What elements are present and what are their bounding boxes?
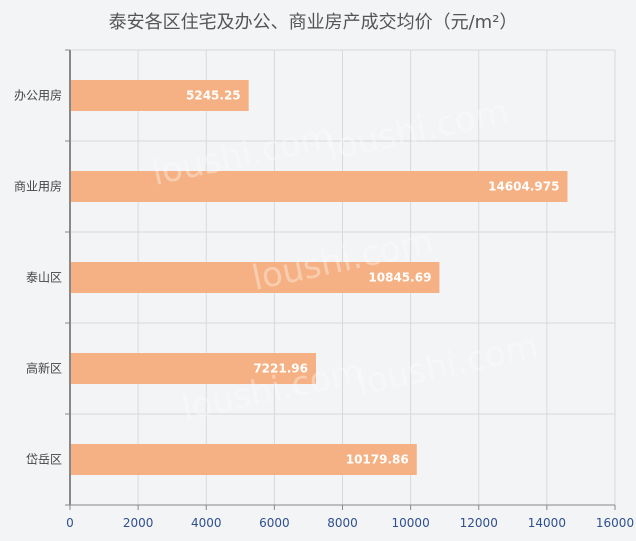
x-tick-label: 10000	[392, 516, 430, 530]
category-label: 办公用房	[14, 88, 62, 103]
x-tick-label: 2000	[123, 516, 154, 530]
x-tick-label: 4000	[191, 516, 222, 530]
x-tick-label: 6000	[259, 516, 290, 530]
x-tick-label: 0	[66, 516, 74, 530]
bar-value-label: 10179.86	[346, 453, 409, 467]
bar	[70, 171, 568, 202]
bar-value-label: 10845.69	[368, 271, 431, 285]
watermark-text-2: loushi.com	[324, 91, 512, 168]
bars	[70, 80, 568, 475]
bar	[70, 444, 417, 475]
bar-value-label: 5245.25	[186, 89, 241, 103]
bar	[70, 353, 316, 384]
x-tick-label: 12000	[460, 516, 498, 530]
category-label: 泰山区	[26, 271, 62, 285]
bar-value-label: 7221.96	[253, 362, 308, 376]
watermark-text-5: loushi.com	[354, 326, 542, 403]
bar-value-label: 14604.975	[488, 180, 559, 194]
x-tick-label: 8000	[327, 516, 358, 530]
x-tick-label: 16000	[596, 516, 634, 530]
chart-title: 泰安各区住宅及办公、商业房产成交均价（元/m²）	[109, 12, 518, 33]
data-labels: 5245.25 14604.975 10845.69 7221.96 10179.86	[186, 89, 559, 467]
category-label: 岱岳区	[26, 453, 62, 467]
x-tick-label: 14000	[528, 516, 566, 530]
category-label: 高新区	[26, 361, 62, 376]
bar	[70, 262, 440, 293]
bar	[70, 80, 249, 111]
category-label: 商业用房	[14, 179, 62, 194]
